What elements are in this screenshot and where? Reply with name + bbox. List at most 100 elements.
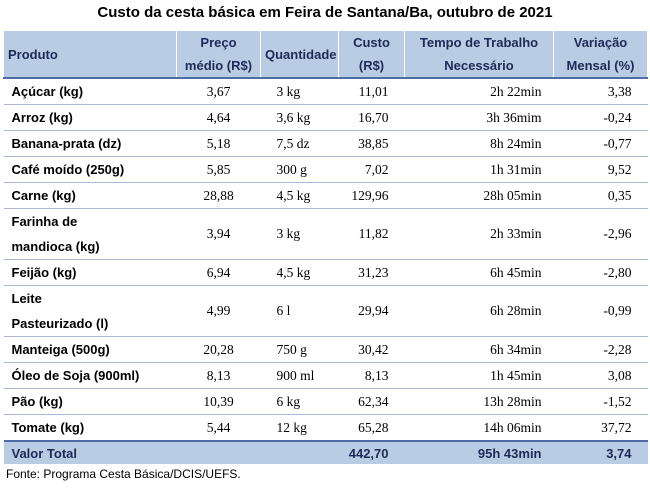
produto-line: mandioca (kg): [11, 239, 100, 254]
table-row: Carne (kg) 28,88 4,5 kg 129,96 28h 05min 0,35: [3, 182, 648, 209]
cell-produto: Pão (kg): [3, 388, 177, 415]
cell-tempo: 13h 28min: [404, 388, 554, 415]
cell-preco: 4,99: [176, 285, 261, 337]
cell-custo: 30,42: [338, 336, 405, 363]
cell-quantidade: 900 ml: [260, 362, 339, 389]
cell-produto: Farinha de mandioca (kg): [3, 208, 177, 260]
header-produto: Produto: [3, 30, 177, 79]
cell-preco: 20,28: [176, 336, 261, 363]
cell-custo: 8,13: [338, 362, 405, 389]
produto-line: Leite: [11, 291, 42, 306]
cell-preco: 28,88: [176, 182, 261, 209]
cell-produto: Arroz (kg): [3, 104, 177, 131]
cell-custo: 129,96: [338, 182, 405, 209]
cell-custo: 31,23: [338, 259, 405, 286]
cell-variacao: 0,35: [553, 182, 648, 209]
produto-line: Açúcar (kg): [11, 84, 84, 99]
cell-tempo: 8h 24min: [404, 130, 554, 157]
header-preco: Preço médio (R$): [176, 30, 261, 79]
produto-line: Tomate (kg): [11, 420, 85, 435]
cell-tempo: 14h 06min: [404, 414, 554, 442]
cell-tempo: 6h 28min: [404, 285, 554, 337]
cell-produto: Açúcar (kg): [3, 78, 177, 105]
cell-quantidade: 4,5 kg: [260, 259, 339, 286]
cell-preco: 3,67: [176, 78, 261, 105]
cell-preco: 6,94: [176, 259, 261, 286]
cell-variacao: 3,08: [553, 362, 648, 389]
cell-produto: Leite Pasteurizado (l): [3, 285, 177, 337]
total-variacao: 3,74: [553, 440, 648, 464]
cell-custo: 65,28: [338, 414, 405, 442]
cell-tempo: 2h 22min: [404, 78, 554, 105]
cell-quantidade: 3 kg: [260, 78, 339, 105]
cell-preco: 10,39: [176, 388, 261, 415]
cell-produto: Óleo de Soja (900ml): [3, 362, 177, 389]
cell-variacao: -2,80: [553, 259, 648, 286]
cell-variacao: 3,38: [553, 78, 648, 105]
cell-quantidade: 3 kg: [260, 208, 339, 260]
cell-preco: 5,18: [176, 130, 261, 157]
cell-tempo: 1h 31min: [404, 156, 554, 183]
cell-preco: 8,13: [176, 362, 261, 389]
cell-custo: 16,70: [338, 104, 405, 131]
cell-quantidade: 6 kg: [260, 388, 339, 415]
cell-tempo: 2h 33min: [404, 208, 554, 260]
cell-variacao: -1,52: [553, 388, 648, 415]
produto-line: Banana-prata (dz): [11, 136, 122, 151]
total-label: Valor Total: [3, 440, 177, 464]
produto-line: Óleo de Soja (900ml): [11, 368, 140, 383]
cell-tempo: 1h 45min: [404, 362, 554, 389]
produto-line: Carne (kg): [11, 188, 76, 203]
total-empty-quantidade: [260, 440, 339, 464]
cell-tempo: 28h 05min: [404, 182, 554, 209]
produto-line: Arroz (kg): [11, 110, 73, 125]
basket-cost-table: Produto Preço médio (R$) Quantidade Custo…: [3, 30, 648, 464]
table-row: Açúcar (kg) 3,67 3 kg 11,01 2h 22min 3,38: [3, 78, 648, 105]
cell-variacao: 37,72: [553, 414, 648, 442]
cell-custo: 7,02: [338, 156, 405, 183]
table-title: Custo da cesta básica em Feira de Santan…: [97, 4, 553, 21]
table-row: Farinha de mandioca (kg) 3,94 3 kg 11,82 2h 3…: [3, 208, 648, 260]
cell-custo: 29,94: [338, 285, 405, 337]
cell-custo: 62,34: [338, 388, 405, 415]
table-row: Óleo de Soja (900ml) 8,13 900 ml 8,13 1h 45m…: [3, 362, 648, 389]
produto-line: Manteiga (500g): [11, 342, 110, 357]
produto-line: Feijão (kg): [11, 265, 77, 280]
cell-tempo: 6h 34min: [404, 336, 554, 363]
cell-variacao: 9,52: [553, 156, 648, 183]
cell-custo: 11,82: [338, 208, 405, 260]
table-row: Tomate (kg) 5,44 12 kg 65,28 14h 06min 37,72: [3, 414, 648, 442]
cell-preco: 4,64: [176, 104, 261, 131]
total-tempo: 95h 43min: [404, 440, 554, 464]
cell-produto: Tomate (kg): [3, 414, 177, 442]
header-row: Produto Preço médio (R$) Quantidade Custo…: [3, 30, 648, 79]
cell-quantidade: 3,6 kg: [260, 104, 339, 131]
cell-variacao: -0,24: [553, 104, 648, 131]
produto-line: Café moído (250g): [11, 162, 125, 177]
cell-produto: Feijão (kg): [3, 259, 177, 286]
cell-preco: 5,44: [176, 414, 261, 442]
cell-quantidade: 750 g: [260, 336, 339, 363]
cell-custo: 11,01: [338, 78, 405, 105]
table-row: Leite Pasteurizado (l) 4,99 6 l 29,94 6h 28mi…: [3, 285, 648, 337]
table-row: Pão (kg) 10,39 6 kg 62,34 13h 28min -1,52: [3, 388, 648, 415]
cell-quantidade: 4,5 kg: [260, 182, 339, 209]
total-empty-preco: [176, 440, 261, 464]
cell-variacao: -2,96: [553, 208, 648, 260]
header-variacao: Variação Mensal (%): [553, 30, 648, 79]
table-row: Manteiga (500g) 20,28 750 g 30,42 6h 34min -2…: [3, 336, 648, 363]
cell-produto: Manteiga (500g): [3, 336, 177, 363]
source-note: Fonte: Programa Cesta Básica/DCIS/UEFS.: [6, 467, 241, 481]
cell-tempo: 6h 45min: [404, 259, 554, 286]
cell-variacao: -0,99: [553, 285, 648, 337]
cell-quantidade: 300 g: [260, 156, 339, 183]
produto-line: Pasteurizado (l): [11, 316, 109, 331]
cell-custo: 38,85: [338, 130, 405, 157]
cell-produto: Café moído (250g): [3, 156, 177, 183]
total-custo: 442,70: [338, 440, 405, 464]
header-tempo: Tempo de Trabalho Necessário: [404, 30, 554, 79]
table-row: Arroz (kg) 4,64 3,6 kg 16,70 3h 36mim -0,24: [3, 104, 648, 131]
cell-quantidade: 7,5 dz: [260, 130, 339, 157]
cell-variacao: -0,77: [553, 130, 648, 157]
header-custo: Custo (R$): [338, 30, 405, 79]
